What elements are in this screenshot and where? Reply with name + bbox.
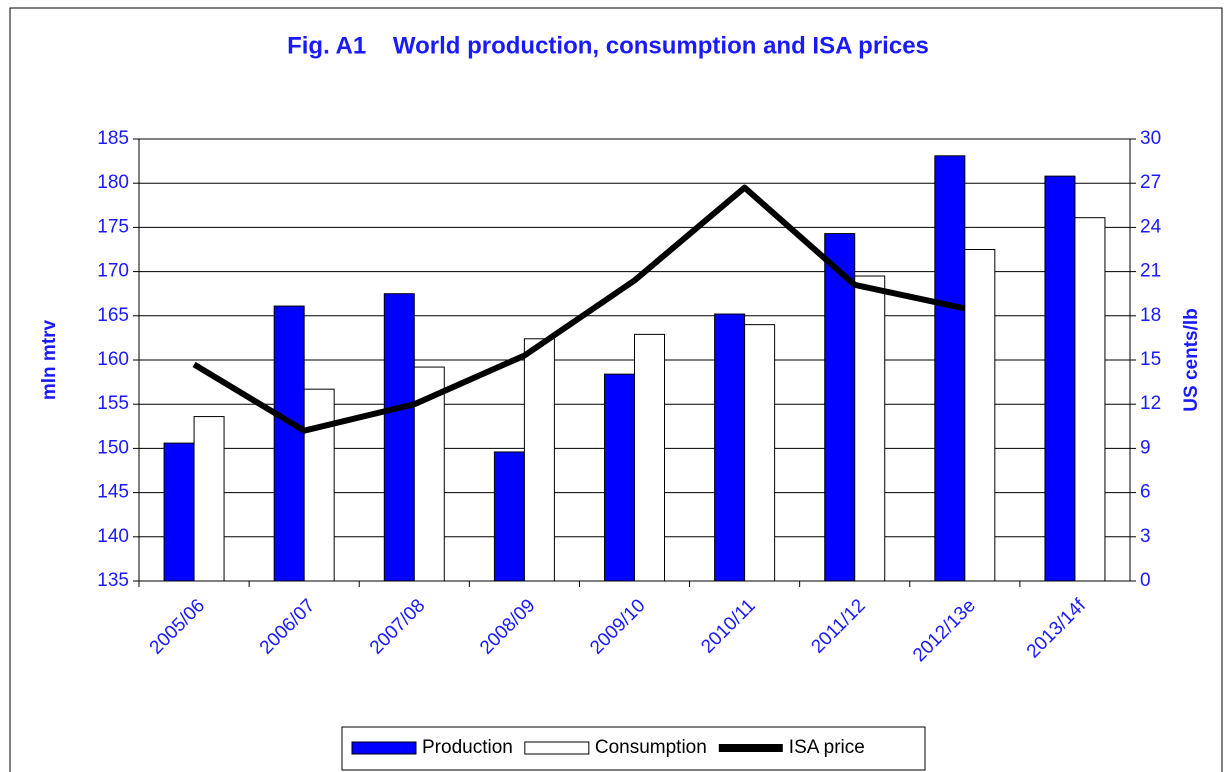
y-tick-label: 185 — [97, 128, 129, 149]
y-tick-label: 150 — [97, 437, 129, 458]
legend-swatch — [524, 741, 590, 755]
bar — [1074, 217, 1106, 582]
y2-tick-label: 24 — [1140, 216, 1162, 237]
bar — [854, 275, 886, 582]
y2-tick-label: 18 — [1140, 305, 1161, 326]
y-tick-label: 180 — [97, 172, 129, 193]
x-tick-label: 2008/09 — [476, 595, 539, 658]
y-tick-label: 165 — [97, 305, 129, 326]
bar — [824, 233, 856, 582]
frame — [9, 7, 1223, 772]
y2-tick-label: 6 — [1140, 482, 1151, 503]
bar — [604, 373, 635, 582]
line — [192, 184, 966, 434]
y2-tick-label: 12 — [1140, 393, 1161, 414]
y-tick-label: 160 — [97, 349, 129, 370]
y-tick-label: 135 — [97, 570, 129, 591]
legend-box — [341, 726, 926, 771]
legend-label: Production — [422, 737, 513, 758]
chart-title: Fig. A1 World production, consumption an… — [287, 32, 929, 59]
y2-tick-label: 30 — [1140, 128, 1161, 149]
bar — [413, 366, 445, 582]
bar — [303, 388, 335, 582]
x-tick-label: 2005/06 — [146, 595, 209, 658]
bar — [744, 324, 776, 582]
bar — [523, 338, 555, 582]
y-tick-label: 170 — [97, 261, 129, 282]
bar — [383, 293, 415, 582]
x-tick-label: 2009/10 — [586, 595, 649, 658]
y2-tick-label: 9 — [1140, 437, 1151, 458]
y2-tick-label: 0 — [1140, 570, 1151, 591]
bar — [1044, 175, 1076, 582]
y-tick-label: 155 — [97, 393, 129, 414]
x-tick-label: 2007/08 — [366, 595, 429, 658]
x-tick-label: 2010/11 — [697, 595, 759, 657]
y-tick-label: 145 — [97, 482, 129, 503]
bar — [193, 416, 225, 582]
bar — [964, 249, 996, 582]
bar — [493, 451, 525, 582]
legend-swatch — [351, 741, 417, 755]
y2-tick-label: 27 — [1140, 172, 1161, 193]
x-tick-label: 2013/14f — [1023, 595, 1091, 663]
legend-label: Consumption — [595, 737, 707, 758]
x-tick-label: 2012/13e — [909, 595, 980, 666]
bar — [634, 333, 665, 582]
bar — [934, 155, 966, 582]
x-tick-label: 2006/07 — [256, 595, 319, 658]
bar — [714, 313, 746, 582]
y2-tick-label: 15 — [1140, 349, 1161, 370]
y-axis-label: mln mtrv — [39, 319, 60, 400]
legend-label: ISA price — [789, 737, 865, 758]
y2-tick-label: 21 — [1140, 261, 1161, 282]
y-tick-label: 175 — [97, 216, 129, 237]
x-tick-label: 2011/12 — [807, 595, 869, 657]
y-tick-label: 140 — [97, 526, 129, 547]
bar — [273, 305, 305, 582]
bar — [163, 442, 195, 582]
y2-axis-label: US cents/lb — [1181, 308, 1202, 411]
y2-tick-label: 3 — [1140, 526, 1151, 547]
